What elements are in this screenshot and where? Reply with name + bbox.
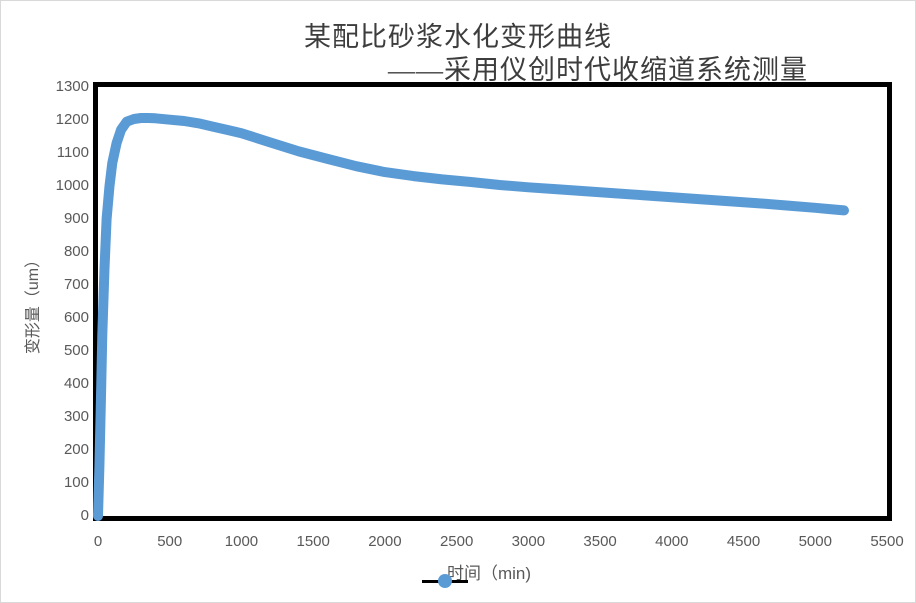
x-tick-label: 1000	[224, 533, 259, 550]
x-tick-label: 3500	[583, 533, 617, 550]
chart-title-line2: ——采用仪创时代收缩道系统测量	[388, 55, 808, 85]
x-tick-label: 2500	[439, 533, 474, 550]
y-tick-label: 400	[63, 375, 89, 392]
x-axis-title: 时间（min)	[446, 564, 532, 583]
y-tick-label: 800	[63, 243, 89, 260]
y-tick-label: 1300	[55, 78, 89, 95]
chart-title-line1: 某配比砂浆水化变形曲线	[304, 22, 612, 52]
y-tick-label: 100	[63, 474, 89, 491]
x-tick-label: 4000	[655, 533, 689, 550]
y-tick-label: 0	[80, 507, 89, 524]
y-tick-label: 1000	[55, 177, 89, 194]
y-tick-label: 1200	[55, 111, 89, 128]
y-tick-label: 600	[63, 309, 89, 326]
x-tick-label: 3000	[511, 533, 546, 550]
x-tick-label: 4500	[726, 533, 761, 550]
x-tick-label: 5500	[870, 533, 904, 550]
x-tick-label: 0	[93, 533, 103, 550]
y-tick-label: 900	[63, 210, 89, 227]
legend	[422, 574, 468, 589]
x-tick-label: 5000	[798, 533, 832, 550]
y-tick-label: 1100	[56, 144, 89, 161]
y-tick-label: 300	[63, 408, 89, 425]
x-tick-label: 1500	[296, 533, 330, 550]
y-tick-label: 500	[63, 342, 89, 359]
plot-area-border	[93, 82, 892, 521]
y-tick-label: 700	[63, 276, 89, 293]
x-tick-label: 500	[157, 533, 183, 550]
y-axis-title: 变形量（um）	[25, 251, 42, 355]
legend-marker-icon	[438, 574, 452, 588]
x-tick-label: 2000	[368, 533, 402, 550]
y-tick-label: 200	[63, 441, 89, 458]
